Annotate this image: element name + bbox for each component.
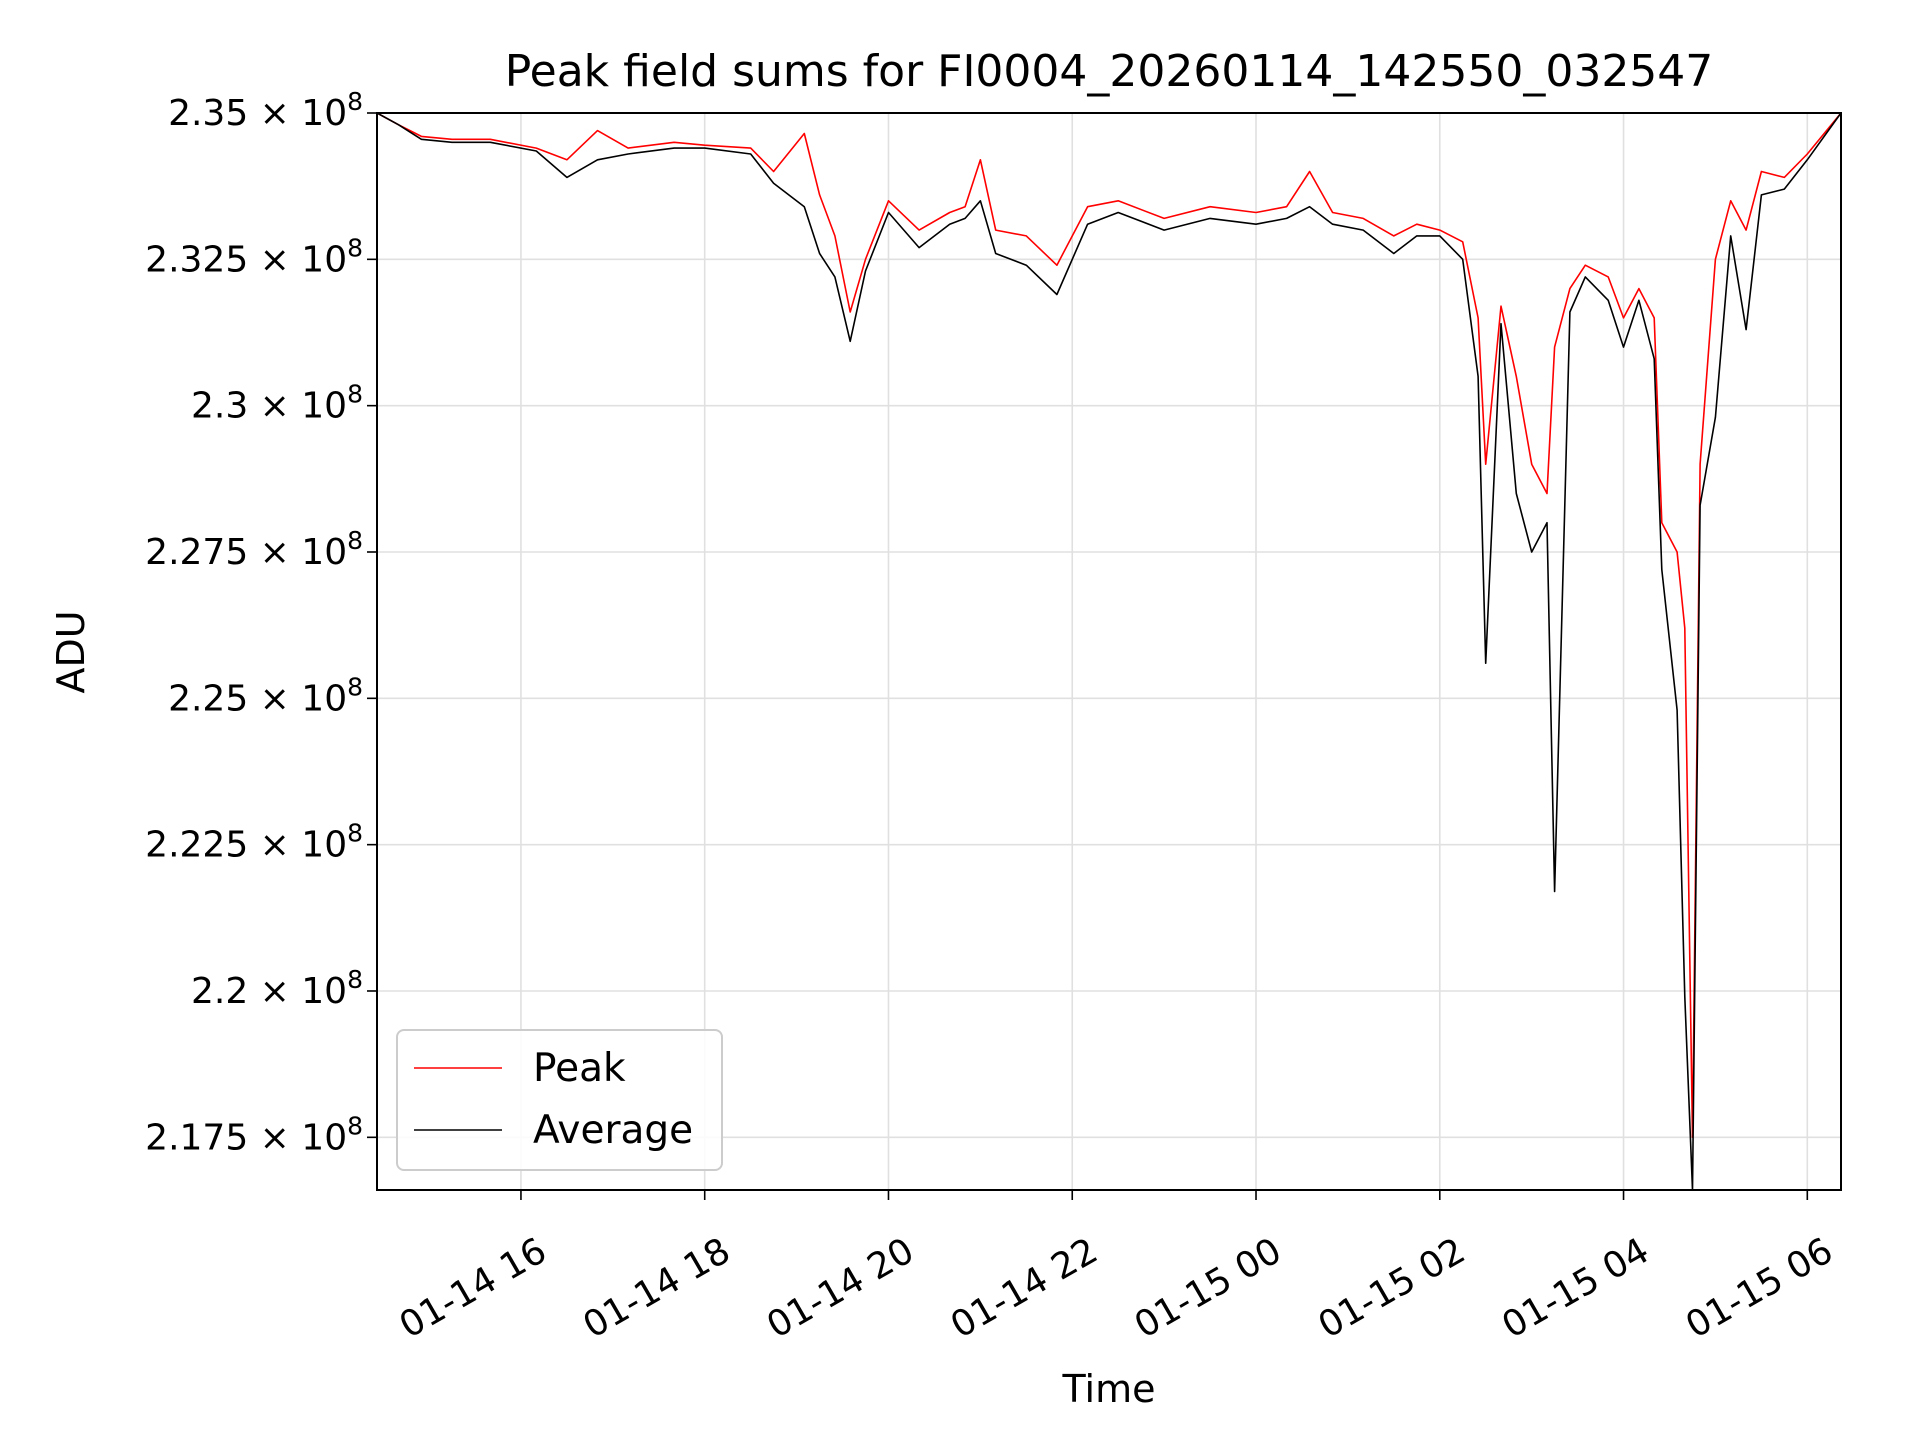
- chart-title: Peak field sums for FI0004_20260114_1425…: [505, 46, 1714, 97]
- legend: Peak Average: [396, 1029, 723, 1171]
- legend-label-peak: Peak: [533, 1046, 626, 1091]
- y-tick-mantissa: 2.2 × 10: [191, 971, 347, 1012]
- y-tick-mantissa: 2.3 × 10: [191, 386, 347, 427]
- y-axis-label: ADU: [49, 610, 93, 693]
- y-tick-exponent: 8: [347, 965, 363, 994]
- y-tick-label: 2.35 × 108: [168, 87, 363, 134]
- grid: [377, 112, 1841, 1190]
- y-tick-mantissa: 2.325 × 10: [145, 239, 347, 280]
- y-tick-exponent: 8: [347, 526, 363, 555]
- y-tick-exponent: 8: [347, 672, 363, 701]
- plot-frame: [376, 112, 1842, 1191]
- y-tick-mantissa: 2.275 × 10: [145, 532, 347, 573]
- y-tick-label: 2.3 × 108: [191, 380, 363, 427]
- y-tick-exponent: 8: [347, 1111, 363, 1140]
- y-tick-mantissa: 2.35 × 10: [168, 93, 347, 134]
- series-line-average: [376, 112, 1842, 1191]
- series-line-peak: [376, 112, 1842, 1139]
- y-tick-exponent: 8: [347, 233, 363, 262]
- y-tick-label: 2.2 × 108: [191, 965, 363, 1012]
- y-tick-label: 2.175 × 108: [145, 1111, 363, 1158]
- legend-box: [396, 1029, 723, 1171]
- y-tick-label: 2.275 × 108: [145, 526, 363, 573]
- x-axis-label: Time: [1062, 1367, 1156, 1411]
- y-tick-exponent: 8: [347, 380, 363, 409]
- y-tick-exponent: 8: [347, 819, 363, 848]
- y-tick-label: 2.325 × 108: [145, 233, 363, 280]
- y-tick-mantissa: 2.25 × 10: [168, 678, 347, 719]
- y-tick-mantissa: 2.225 × 10: [145, 825, 347, 866]
- y-tick-label: 2.225 × 108: [145, 819, 363, 866]
- y-tick-mantissa: 2.175 × 10: [145, 1117, 347, 1158]
- series-layer: [376, 112, 1842, 1191]
- legend-label-average: Average: [533, 1108, 693, 1153]
- y-tick-label: 2.25 × 108: [168, 672, 363, 719]
- y-tick-exponent: 8: [347, 87, 363, 116]
